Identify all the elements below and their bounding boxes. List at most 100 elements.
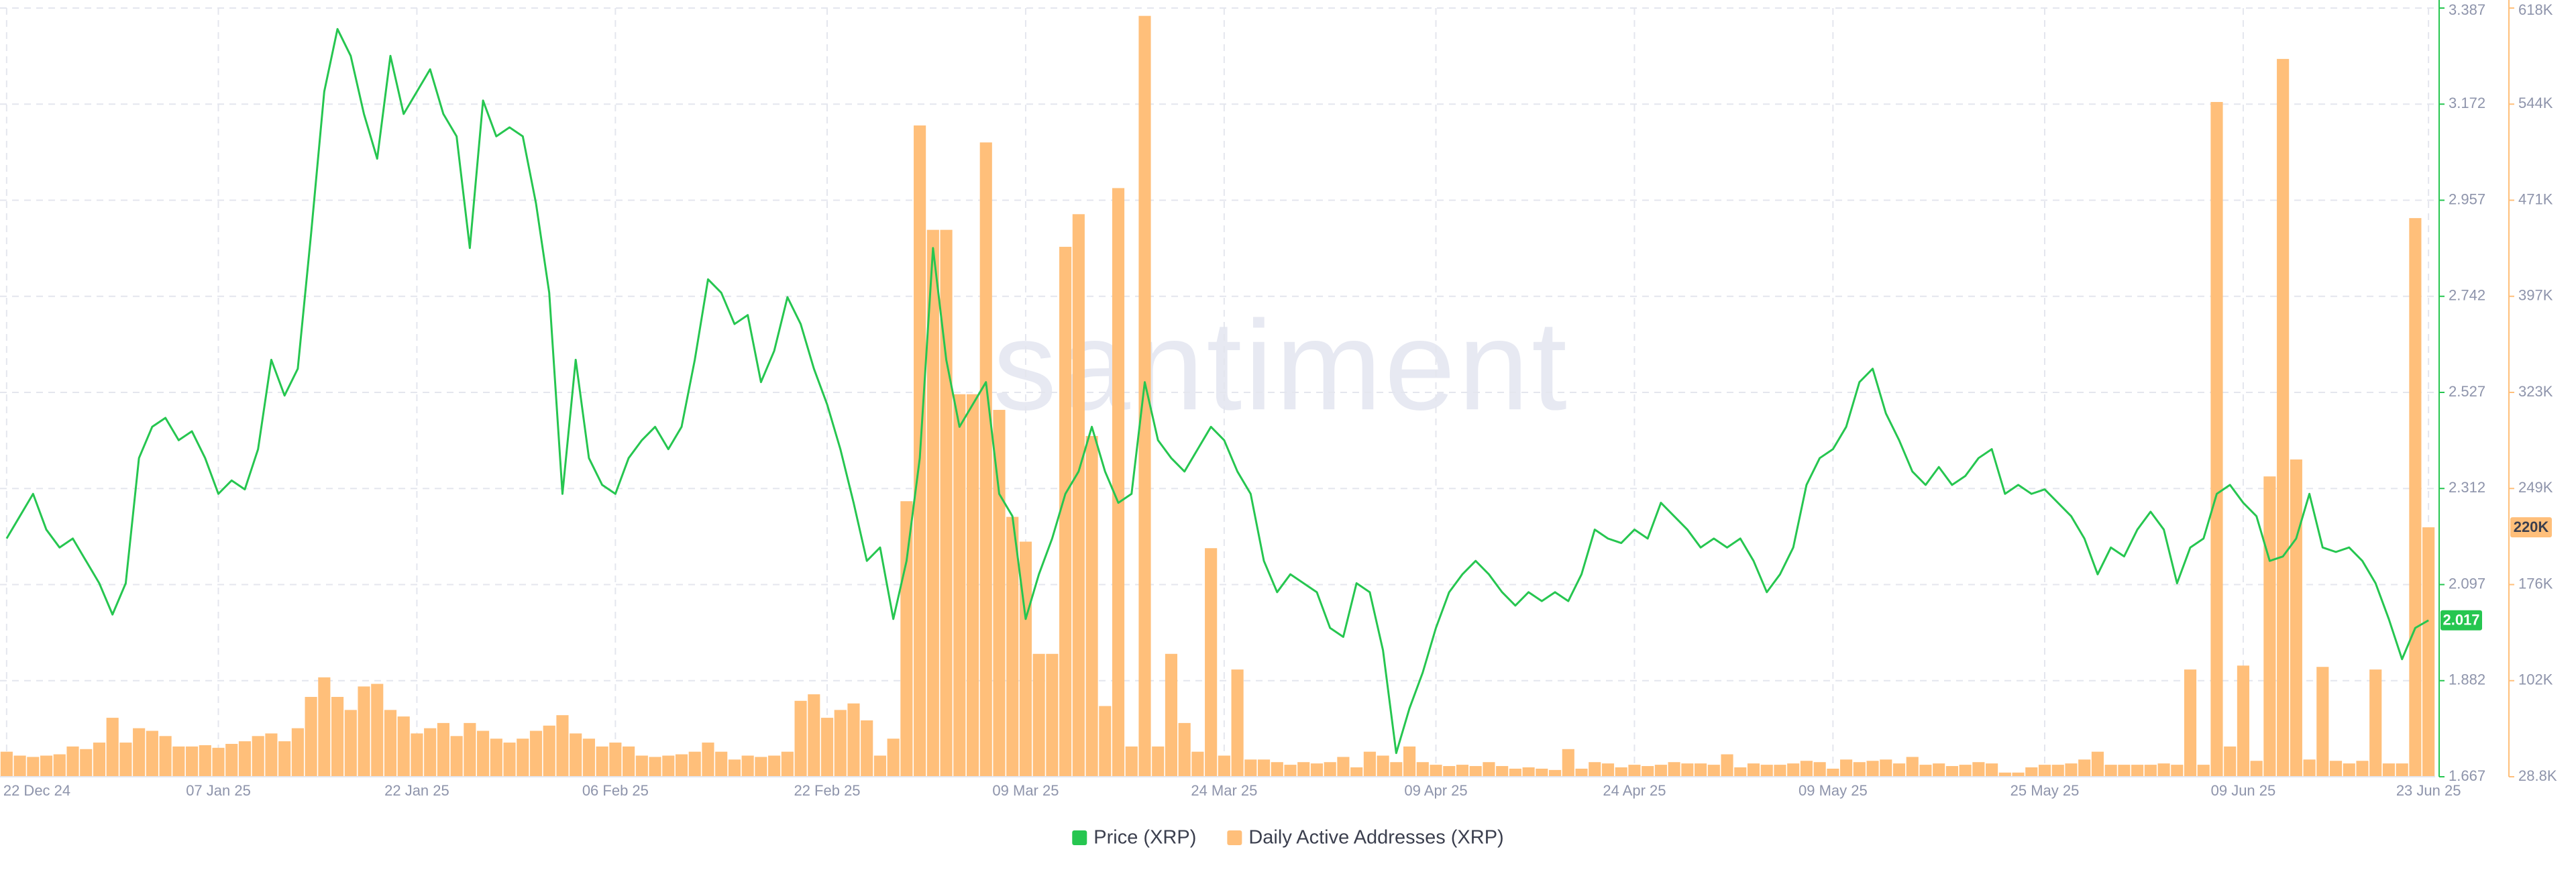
bar (1231, 669, 1244, 777)
bar (675, 754, 688, 777)
bar (1813, 762, 1826, 777)
bar (1443, 766, 1456, 777)
bar (609, 743, 622, 777)
bar (1945, 766, 1958, 777)
bar (2224, 746, 2237, 777)
bar (1986, 763, 1998, 777)
bar (834, 710, 847, 777)
bar (1959, 765, 1972, 777)
bar (344, 710, 357, 777)
bar (1191, 751, 1204, 777)
bar (1112, 188, 1125, 777)
x-tick-label: 07 Jan 25 (186, 782, 251, 799)
bar (582, 739, 595, 777)
bar (1205, 548, 1218, 777)
bar (106, 718, 119, 777)
bar (1257, 759, 1271, 777)
bar (1099, 706, 1112, 777)
bar (529, 730, 543, 777)
bar (1522, 767, 1535, 777)
bar (715, 751, 728, 777)
bar (119, 743, 132, 777)
bar (794, 700, 807, 777)
bar (1721, 754, 1733, 777)
bar (1760, 765, 1773, 777)
bar (27, 757, 40, 777)
legend-label: Daily Active Addresses (XRP) (1248, 827, 1503, 849)
bar (1747, 763, 1760, 777)
bar (1998, 772, 2011, 777)
bar (1284, 765, 1297, 777)
x-tick-label: 06 Feb 25 (582, 782, 649, 799)
bar (1363, 751, 1376, 777)
bar (1575, 768, 1588, 777)
bar (185, 746, 199, 777)
bar (358, 686, 370, 777)
bar (2131, 765, 2144, 777)
bar (1509, 768, 1521, 777)
bar (1774, 765, 1786, 777)
bar (543, 725, 555, 777)
bar (1297, 762, 1310, 777)
bar (278, 741, 291, 777)
y2-tick-label: 249K (2518, 479, 2553, 496)
bar (371, 684, 384, 777)
bar (2409, 218, 2422, 777)
bar (887, 739, 900, 777)
bar (1271, 762, 1283, 777)
bar (1085, 435, 1098, 777)
bar (1310, 763, 1324, 777)
bar (1642, 766, 1654, 777)
x-tick-label: 09 Jun 25 (2211, 782, 2276, 799)
bar (265, 733, 278, 777)
bar (1059, 246, 1072, 777)
bar (1548, 769, 1562, 777)
bar (1377, 755, 1389, 777)
bar (238, 741, 252, 777)
y-tick-label: 2.312 (2449, 479, 2485, 496)
bar (755, 757, 767, 777)
y-tick-label: 2.957 (2449, 190, 2485, 207)
bar (2290, 459, 2302, 777)
bar (556, 715, 569, 777)
bar (1138, 15, 1151, 777)
y-tick-label: 2.527 (2449, 383, 2485, 400)
bar (40, 755, 53, 777)
bar (1695, 763, 1707, 777)
bar (1337, 757, 1350, 777)
legend: Price (XRP) Daily Active Addresses (XRP) (1072, 827, 1504, 849)
y-tick-label: 3.172 (2449, 95, 2485, 111)
bar (13, 755, 26, 777)
y2-tick-label: 544K (2518, 95, 2553, 111)
x-tick-label: 22 Jan 25 (384, 782, 449, 799)
bar (2157, 763, 2170, 777)
bar (1244, 759, 1257, 777)
bar (2329, 761, 2343, 777)
bar (596, 746, 608, 777)
bar (2144, 765, 2157, 777)
last-value-badge: 2.017 (2440, 610, 2482, 631)
bar (1707, 765, 1720, 777)
bar (2065, 763, 2078, 777)
bar (741, 755, 754, 777)
bar (212, 747, 225, 777)
y-tick-label: 2.097 (2449, 575, 2485, 592)
bar (2277, 58, 2290, 777)
bar (1178, 722, 1191, 777)
bar (1430, 765, 1442, 777)
bar (1403, 746, 1416, 777)
legend-swatch (1072, 830, 1087, 845)
bar (172, 746, 185, 777)
bar (1840, 759, 1853, 777)
bar (688, 751, 701, 777)
bar (1562, 749, 1574, 777)
bar (2025, 767, 2038, 777)
bar (2104, 765, 2117, 777)
bar (318, 677, 331, 777)
bar (503, 743, 516, 777)
bar (1601, 763, 1615, 777)
bar (781, 751, 794, 777)
bar (2118, 765, 2131, 777)
bar (133, 728, 146, 777)
bar (649, 757, 661, 777)
